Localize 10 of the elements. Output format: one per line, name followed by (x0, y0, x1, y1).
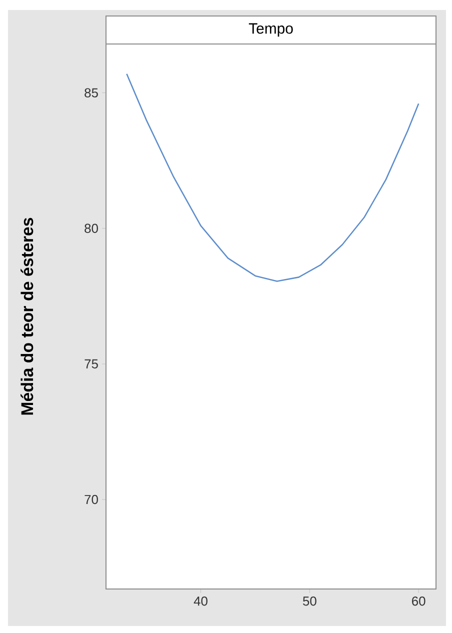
x-tick-label: 60 (412, 596, 426, 606)
y-tick-label: 70 (84, 494, 98, 504)
x-tick-label: 50 (302, 596, 316, 606)
line-series (126, 73, 420, 282)
y-axis-title: Média do teor de ésteres (20, 218, 34, 415)
y-tick-label: 80 (84, 224, 98, 233)
y-tick-label: 75 (84, 359, 98, 368)
y-tick-label: 85 (84, 88, 98, 98)
x-tick-label: 40 (194, 596, 208, 606)
chart-title: Tempo (248, 23, 293, 37)
